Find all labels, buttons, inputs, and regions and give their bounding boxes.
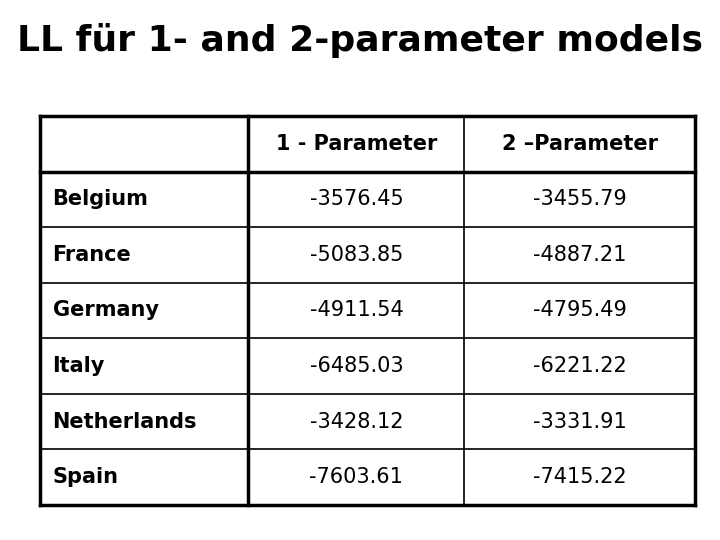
Text: 1 - Parameter: 1 - Parameter	[276, 134, 437, 154]
Text: France: France	[53, 245, 131, 265]
Text: -7603.61: -7603.61	[310, 467, 403, 487]
Text: -5083.85: -5083.85	[310, 245, 403, 265]
Text: Spain: Spain	[53, 467, 119, 487]
Text: Germany: Germany	[53, 300, 158, 321]
Text: -6221.22: -6221.22	[533, 356, 626, 376]
Text: -4795.49: -4795.49	[533, 300, 626, 321]
Text: -7415.22: -7415.22	[533, 467, 626, 487]
Text: -4911.54: -4911.54	[310, 300, 403, 321]
Text: Belgium: Belgium	[53, 190, 148, 210]
Text: -3455.79: -3455.79	[533, 190, 626, 210]
Text: Italy: Italy	[53, 356, 105, 376]
Text: -4887.21: -4887.21	[533, 245, 626, 265]
Text: -3331.91: -3331.91	[533, 411, 626, 431]
Text: Netherlands: Netherlands	[53, 411, 197, 431]
Text: -6485.03: -6485.03	[310, 356, 403, 376]
Text: LL für 1- and 2-parameter models: LL für 1- and 2-parameter models	[17, 23, 703, 58]
Text: -3576.45: -3576.45	[310, 190, 403, 210]
Text: 2 –Parameter: 2 –Parameter	[502, 134, 657, 154]
Text: -3428.12: -3428.12	[310, 411, 403, 431]
